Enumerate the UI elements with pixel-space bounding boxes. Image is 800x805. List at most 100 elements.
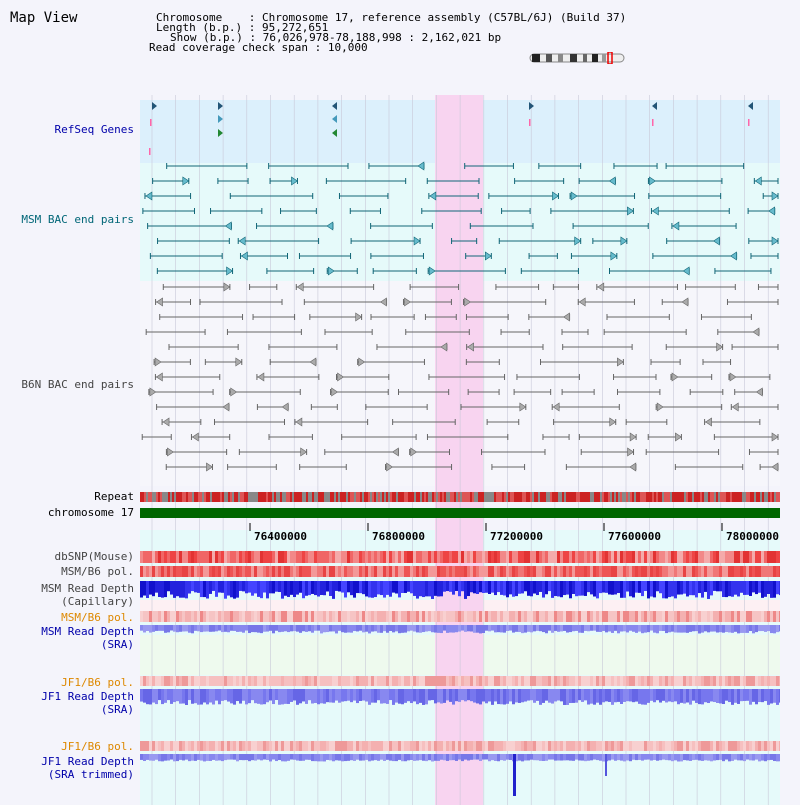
msm-b6-pol2-heat [587, 611, 590, 622]
jf1-b6-pol-heat [419, 676, 422, 686]
msm-b6-pol2-heat [761, 611, 764, 622]
repeat-segment [612, 492, 614, 502]
repeat-segment [490, 492, 492, 502]
jf1-b6-pol2-heat [449, 741, 452, 751]
msm-b6-pol2-heat [581, 611, 584, 622]
repeat-segment [198, 492, 200, 502]
msm-b6-pol-heat [713, 566, 716, 577]
dbsnp-heat [380, 551, 383, 563]
jf1-b6-pol2-heat [242, 741, 245, 751]
jf1-b6-pol2-heat [716, 741, 719, 751]
dbsnp-heat [602, 551, 605, 563]
jf1-b6-pol2-heat [734, 741, 737, 751]
jf1-trim-depth-bar [140, 754, 143, 760]
msm-b6-pol-heat [704, 566, 707, 577]
msm-b6-pol-heat [365, 566, 368, 577]
jf1-sra-depth-bar [638, 689, 641, 704]
msm-sra-depth-bar [329, 625, 332, 632]
jf1-b6-pol-heat [557, 676, 560, 686]
jf1-trim-depth-bar [395, 754, 398, 762]
dbsnp-heat [167, 551, 170, 563]
dbsnp-heat [356, 551, 359, 563]
msm-sra-depth-bar [584, 625, 587, 631]
jf1-trim-depth-bar [263, 754, 266, 760]
chromosome-ideogram[interactable] [528, 52, 628, 64]
jf1-sra-depth-bar [239, 689, 242, 704]
msm-cap-depth-bar [167, 581, 170, 592]
dbsnp-heat [164, 551, 167, 563]
msm-sra-depth-bar [431, 625, 434, 633]
msm-sra-depth-bar [398, 625, 401, 634]
jf1-b6-pol-heat [503, 676, 506, 686]
jf1-sra-depth-bar [680, 689, 683, 703]
msm-cap-depth-bar [554, 581, 557, 597]
genome-plot[interactable]: 76400000 76800000 77200000 77600000 78000000 [140, 95, 780, 805]
msm-b6-pol-heat [662, 566, 665, 577]
track-label-b6n-bac[interactable]: B6N BAC end pairs [21, 378, 134, 391]
b6n-bac-pair [729, 372, 737, 382]
dbsnp-heat [413, 551, 416, 563]
msm-b6-pol-heat [551, 566, 554, 577]
msm-bac-pair [627, 206, 634, 216]
track-label-refseq[interactable]: RefSeq Genes [54, 123, 134, 136]
jf1-b6-pol2-heat [341, 741, 344, 751]
msm-b6-pol2-heat [713, 611, 716, 622]
msm-sra-depth-bar [698, 625, 701, 634]
jf1-sra-depth-bar [542, 689, 545, 703]
jf1-b6-pol2-heat [755, 741, 758, 751]
msm-cap-depth-bar [581, 581, 584, 596]
msm-cap-depth-bar [227, 581, 230, 596]
jf1-sra-depth-bar [365, 689, 368, 702]
repeat-segment [368, 492, 370, 502]
msm-sra-depth-bar [710, 625, 713, 632]
repeat-segment [378, 492, 380, 502]
jf1-b6-pol-heat [467, 676, 470, 686]
repeat-segment [366, 492, 368, 502]
jf1-b6-pol-heat [758, 676, 761, 686]
track-label-jf1-read-depth-sra: JF1 Read Depth [41, 690, 134, 703]
msm-sra-depth-bar [617, 625, 620, 634]
msm-b6-pol-heat [632, 566, 635, 577]
dbsnp-heat [278, 551, 281, 563]
jf1-b6-pol2-heat [623, 741, 626, 751]
track-label-msm-bac[interactable]: MSM BAC end pairs [21, 213, 134, 226]
dbsnp-heat [614, 551, 617, 563]
repeat-segment [534, 492, 536, 502]
dbsnp-heat [641, 551, 644, 563]
msm-b6-pol2-heat [776, 611, 779, 622]
msm-bac-pair [428, 266, 436, 276]
repeat-segment [258, 492, 260, 502]
dbsnp-heat [680, 551, 683, 563]
jf1-b6-pol2-heat [389, 741, 392, 751]
msm-b6-pol2-heat [596, 611, 599, 622]
msm-b6-pol2-heat [683, 611, 686, 622]
jf1-sra-depth-bar [224, 689, 227, 701]
jf1-b6-pol2-heat [635, 741, 638, 751]
jf1-trim-depth-bar [266, 754, 269, 760]
jf1-b6-pol-heat [305, 676, 308, 686]
msm-cap-depth-bar [344, 581, 347, 598]
dbsnp-heat [185, 551, 188, 563]
repeat-segment [468, 492, 470, 502]
jf1-b6-pol-heat [170, 676, 173, 686]
msm-b6-pol2-heat [542, 611, 545, 622]
dbsnp-heat [446, 551, 449, 563]
b6n-bac-pair [771, 462, 779, 472]
msm-b6-pol2-heat [737, 611, 740, 622]
jf1-b6-pol-heat [647, 676, 650, 686]
msm-b6-pol-heat [707, 566, 710, 577]
msm-cap-depth-bar [752, 581, 755, 593]
dbsnp-heat [635, 551, 638, 563]
msm-b6-pol2-heat [638, 611, 641, 622]
msm-b6-pol-heat [740, 566, 743, 577]
msm-b6-pol-heat [173, 566, 176, 577]
dbsnp-heat [329, 551, 332, 563]
msm-sra-depth-bar [323, 625, 326, 633]
repeat-segment [254, 492, 256, 502]
repeat-segment [222, 492, 224, 502]
msm-sra-depth-bar [380, 625, 383, 633]
msm-cap-depth-bar [152, 581, 155, 597]
jf1-b6-pol2-heat [578, 741, 581, 751]
jf1-b6-pol2-heat [731, 741, 734, 751]
jf1-trim-depth-bar [710, 754, 713, 762]
